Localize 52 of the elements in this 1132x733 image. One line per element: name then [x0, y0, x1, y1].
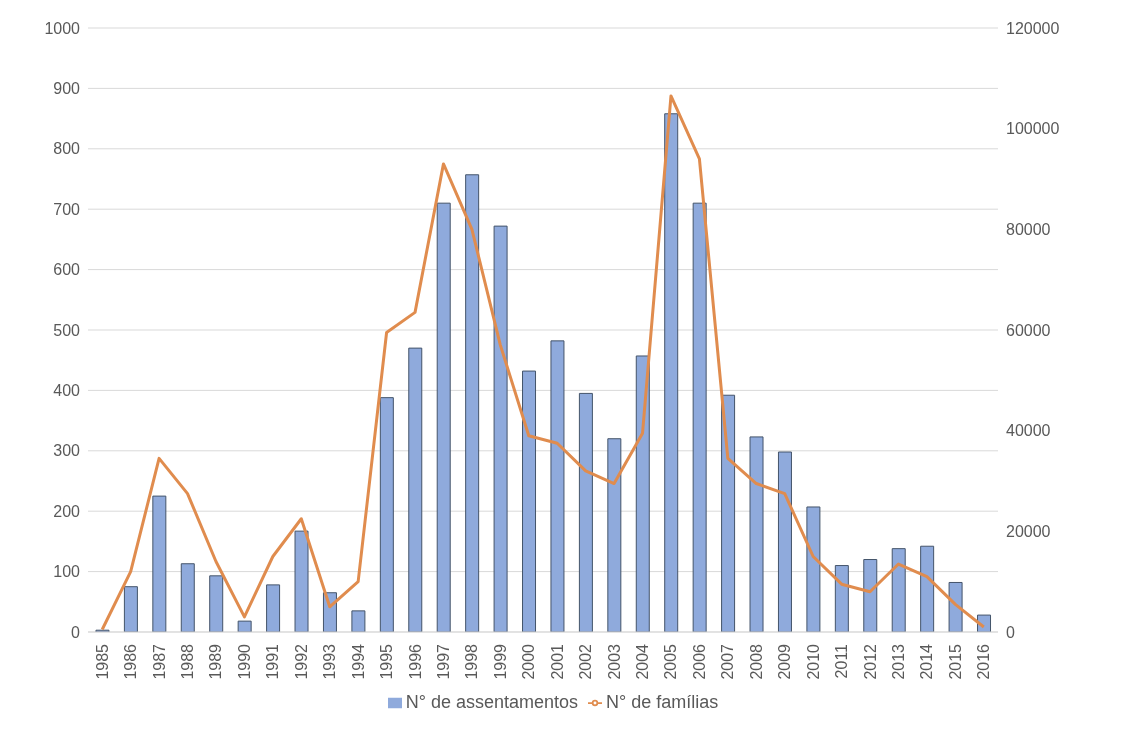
x-tick-label: 2010	[804, 643, 822, 680]
y-tick-label: 0	[71, 623, 81, 641]
y-tick-label: 300	[53, 442, 81, 460]
x-tick-label: 2006	[690, 643, 708, 680]
x-tick-label: 2014	[918, 643, 936, 680]
x-tick-label: 1998	[463, 643, 481, 680]
x-tick-label: 2002	[577, 643, 595, 680]
x-tick-label: 2007	[719, 643, 737, 680]
y-tick-label: 500	[53, 321, 81, 339]
x-tick-label: 1992	[292, 643, 310, 680]
x-tick-label: 1988	[179, 643, 197, 680]
y-tick-label: 600	[53, 261, 81, 279]
x-tick-label: 2009	[776, 643, 794, 680]
x-tick-label: 2016	[975, 643, 993, 680]
y-tick-label: 1000	[44, 19, 81, 37]
y-tick-label: 400	[53, 382, 81, 400]
x-tick-label: 2001	[548, 643, 566, 680]
x-tick-label: 1999	[491, 643, 509, 680]
x-tick-label: 1985	[93, 643, 111, 680]
x-tick-label: 1987	[150, 643, 168, 680]
y2-tick-label: 60000	[1006, 321, 1051, 339]
x-tick-label: 1996	[406, 643, 424, 680]
x-tick-label: 2005	[662, 643, 680, 680]
legend-label: N° de famílias	[606, 692, 719, 712]
x-tick-label: 1990	[235, 643, 253, 680]
x-tick-label: 2008	[747, 643, 765, 680]
x-tick-label: 2004	[634, 643, 652, 680]
y2-tick-label: 0	[1006, 623, 1015, 641]
x-tick-label: 1993	[321, 643, 339, 680]
x-tick-label: 2012	[861, 643, 879, 680]
x-tick-label: 1986	[122, 643, 140, 680]
y2-tick-label: 40000	[1006, 422, 1051, 440]
x-tick-label: 2013	[889, 643, 907, 680]
y-tick-label: 100	[53, 563, 81, 581]
x-tick-label: 2000	[520, 643, 538, 680]
y2-tick-label: 80000	[1006, 221, 1051, 239]
y-tick-label: 900	[53, 80, 81, 98]
legend-label: N° de assentamentos	[405, 692, 579, 712]
x-tick-label: 1997	[434, 643, 452, 680]
x-tick-label: 2003	[605, 643, 623, 680]
x-tick-label: 1994	[349, 643, 367, 680]
y-tick-label: 200	[53, 502, 81, 520]
y2-tick-label: 20000	[1006, 523, 1051, 541]
y-tick-label: 700	[53, 200, 81, 218]
y-tick-label: 800	[53, 140, 81, 158]
x-tick-label: 1991	[264, 643, 282, 680]
x-tick-label: 2015	[946, 643, 964, 680]
y2-tick-label: 120000	[1006, 19, 1060, 37]
x-tick-label: 1995	[378, 643, 396, 680]
y2-tick-label: 100000	[1006, 120, 1060, 138]
x-tick-label: 2011	[833, 643, 851, 679]
x-tick-label: 1989	[207, 643, 225, 680]
